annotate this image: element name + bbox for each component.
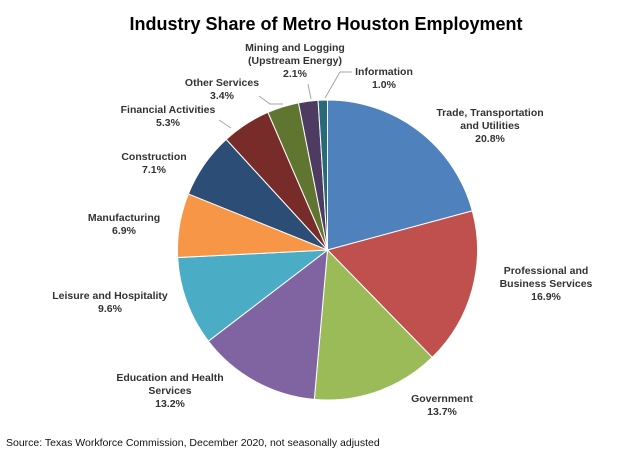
pie-slice	[313, 248, 433, 401]
slice-label: Leisure and Hospitality 9.6%	[52, 290, 168, 315]
slice-label: Other Services 3.4%	[185, 77, 259, 102]
source-note: Source: Texas Workforce Commission, Dece…	[6, 437, 380, 449]
leader-line	[307, 83, 312, 100]
slice-label: Financial Activities 5.3%	[121, 104, 216, 129]
slice-labels: Trade, Transportation and Utilities 20.8% P…	[52, 42, 592, 418]
leader-lines	[218, 71, 352, 129]
slice-label: Manufacturing 6.9%	[88, 212, 160, 237]
pie-slice	[177, 249, 330, 342]
slice-label: Professional and Business Services 16.9%	[500, 265, 593, 303]
pie-slice	[207, 248, 329, 400]
slice-label: Mining and Logging (Upstream Energy) 2.1%	[245, 42, 345, 80]
leader-line	[218, 119, 232, 129]
leader-line	[258, 95, 283, 105]
pie-slices	[177, 99, 479, 401]
leader-line	[324, 71, 352, 99]
pie-slice	[326, 210, 479, 359]
slice-label: Trade, Transportation and Utilities 20.8%	[436, 107, 543, 145]
slice-label: Construction 7.1%	[121, 151, 186, 176]
pie-slice	[327, 99, 473, 251]
pie-slice	[317, 99, 328, 251]
slice-label: Education and Health Services 13.2%	[116, 372, 223, 410]
slice-label: Information 1.0%	[355, 66, 413, 91]
slice-label: Government 13.7%	[411, 393, 473, 418]
chart-title: Industry Share of Metro Houston Employme…	[129, 14, 522, 34]
